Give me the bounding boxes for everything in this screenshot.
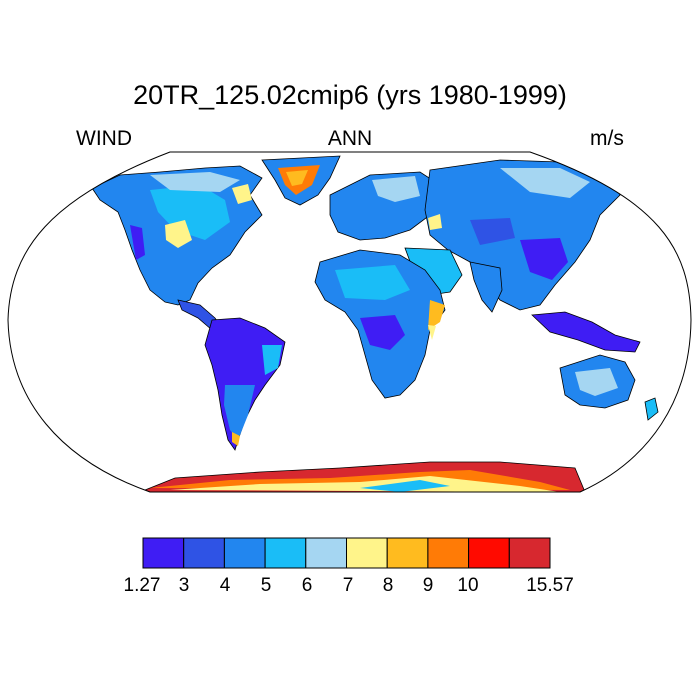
colorbar-tick-label: 6: [301, 575, 313, 596]
colorbar-box: [386, 537, 429, 569]
colorbar-box: [264, 537, 307, 569]
colorbar-box: [142, 537, 185, 569]
south-america: [204, 317, 286, 451]
colorbar-tick-label: 3: [178, 575, 190, 596]
colorbar-box: [508, 537, 551, 569]
new-zealand: [644, 397, 659, 421]
colorbar-tick-label: 5: [260, 575, 272, 596]
sa-east-field: [262, 345, 282, 375]
asia-tibet-field: [470, 218, 515, 245]
colorbar-box: [468, 537, 510, 569]
na-plains-yellow: [165, 220, 192, 248]
colorbar-box: [183, 537, 225, 569]
maritime-continent: [531, 311, 641, 353]
na-hudson-yellow: [232, 184, 252, 204]
colorbar-tick-label: 9: [422, 575, 434, 596]
colorbar-box: [427, 537, 470, 569]
colorbar: [142, 537, 551, 569]
australia-interior: [575, 368, 618, 396]
asia-east-purple: [520, 238, 568, 280]
colorbar-tick-label: 15.57: [526, 575, 574, 596]
antarctica-band-yellow: [170, 476, 560, 492]
plot-title: 20TR_125.02cmip6 (yrs 1980-1999): [133, 80, 567, 110]
na-north-field: [150, 172, 240, 192]
colorbar-box: [305, 537, 347, 569]
asia-north-field: [500, 168, 590, 198]
antarctica-band-cyan: [360, 480, 450, 492]
land-fields: [91, 155, 659, 492]
na-east-field: [150, 185, 230, 240]
africa-horn-yellow: [428, 325, 436, 340]
variable-label: WIND: [76, 127, 132, 150]
colorbar-tick-label: 8: [382, 575, 394, 596]
sa-tip-orange: [232, 432, 240, 446]
season-label: ANN: [327, 127, 373, 150]
globe-frame: [7, 151, 692, 493]
colorbar-tick-label: 4: [219, 575, 231, 596]
colorbar-tick-label: 7: [342, 575, 354, 596]
africa-central-purple: [360, 315, 405, 350]
europe-north-field: [372, 176, 420, 202]
africa-horn-orange: [428, 300, 445, 330]
na-west-purple: [130, 225, 145, 260]
colorbar-tick-label: 10: [457, 575, 479, 596]
colorbar-box: [223, 537, 266, 569]
asia-yellow-spot: [428, 214, 442, 230]
sa-south-field: [224, 385, 255, 440]
india: [469, 261, 503, 313]
units-label: m/s: [590, 127, 624, 150]
greenland-edge: [286, 170, 308, 186]
colorbar-tick-label: 1.27: [123, 575, 161, 596]
colorbar-box: [346, 537, 388, 569]
africa-sahara-field: [335, 265, 410, 300]
